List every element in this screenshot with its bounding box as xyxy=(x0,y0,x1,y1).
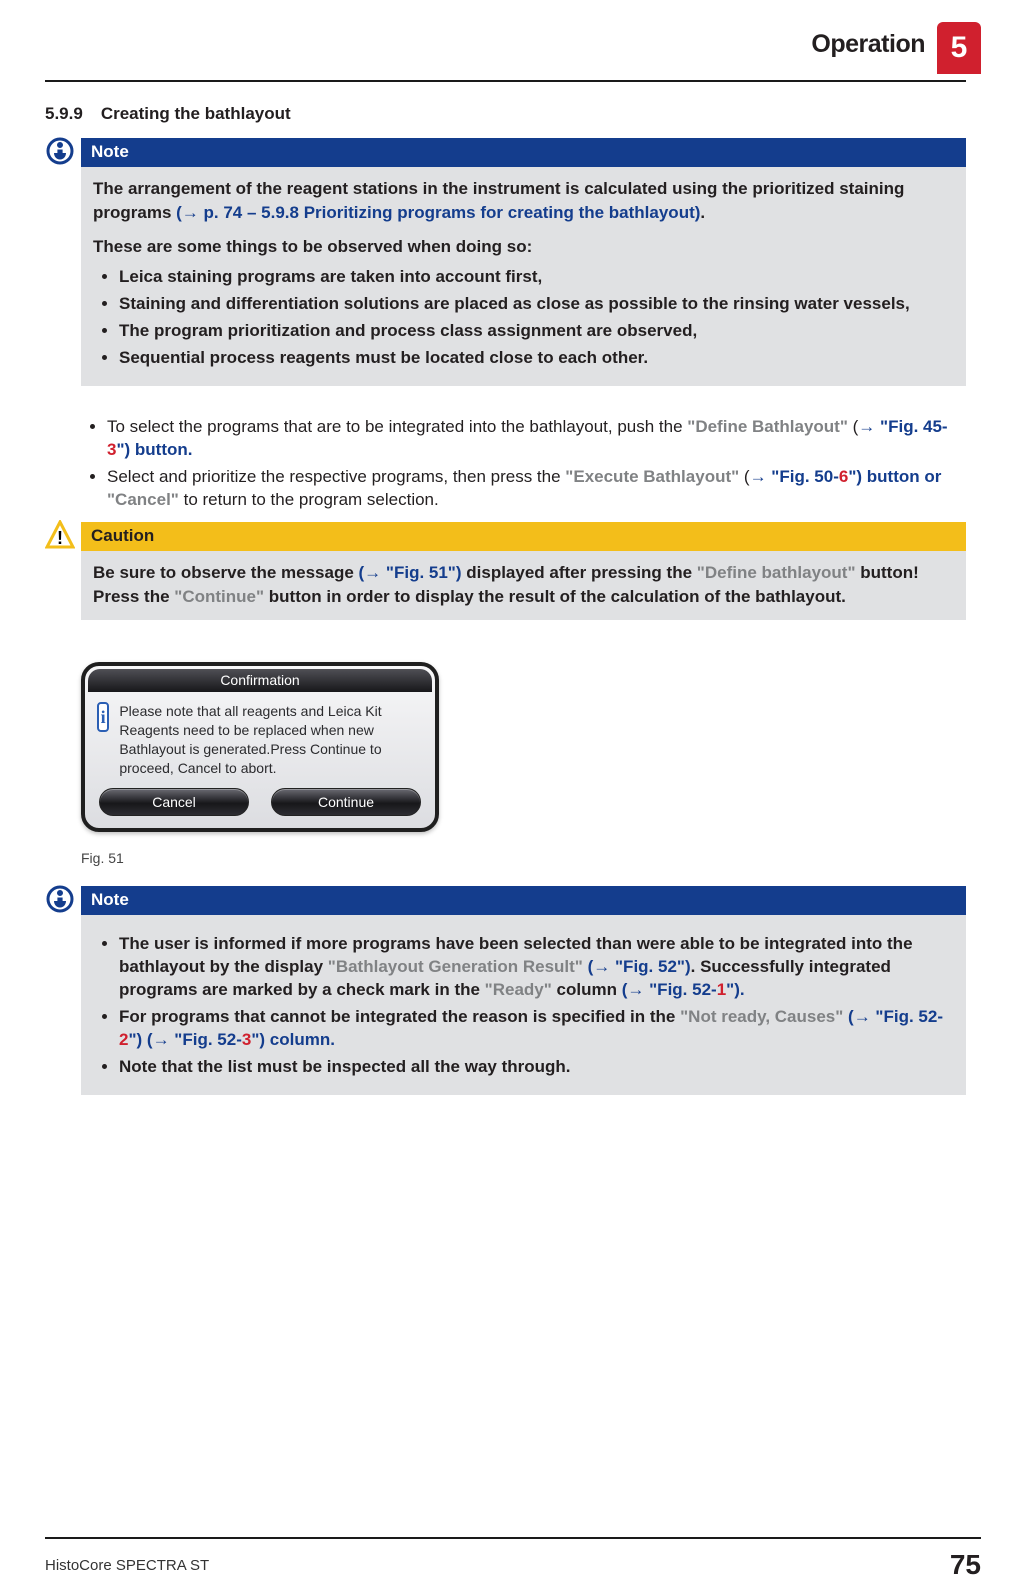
note-icon xyxy=(45,136,75,166)
note-body: The arrangement of the reagent stations … xyxy=(81,167,966,386)
chapter-title: Operation xyxy=(811,22,925,59)
caution-icon: ! xyxy=(45,520,75,550)
figure-51: Confirmation i Please note that all reag… xyxy=(81,662,966,832)
caution-body: Be sure to observe the message (→ "Fig. … xyxy=(81,551,966,621)
ui-ready: "Ready" xyxy=(485,980,552,999)
note-label: Note xyxy=(81,886,966,915)
note1-item: The program prioritization and process c… xyxy=(119,320,954,343)
steps: To select the programs that are to be in… xyxy=(81,408,966,516)
callout-6: 6 xyxy=(839,467,848,486)
ui-cancel: "Cancel" xyxy=(107,490,179,509)
note-body: The user is informed if more programs ha… xyxy=(81,915,966,1095)
note2-item-1: The user is informed if more programs ha… xyxy=(119,933,954,1002)
caution-label: Caution xyxy=(81,522,966,551)
product-name: HistoCore SPECTRA ST xyxy=(45,1557,209,1574)
step-1: To select the programs that are to be in… xyxy=(107,416,966,462)
dialog-title: Confirmation xyxy=(88,669,432,692)
ui-define-bathlayout-2: "Define bathlayout" xyxy=(697,563,856,582)
xref-fig50[interactable]: → "Fig. 50- xyxy=(750,467,839,486)
callout-3b: 3 xyxy=(242,1030,251,1049)
confirmation-dialog: Confirmation i Please note that all reag… xyxy=(81,662,439,832)
info-icon: i xyxy=(97,702,109,732)
page-header: Operation 5 xyxy=(45,22,966,74)
note1-item: Leica staining programs are taken into a… xyxy=(119,266,954,289)
xref-fig52[interactable]: (→ "Fig. 52") xyxy=(588,957,691,976)
dialog-text: Please note that all reagents and Leica … xyxy=(119,702,423,778)
ui-continue: "Continue" xyxy=(174,587,264,606)
note2-item-2: For programs that cannot be integrated t… xyxy=(119,1006,954,1052)
section-heading: 5.9.9 Creating the bathlayout xyxy=(45,104,966,124)
dialog-continue-button[interactable]: Continue xyxy=(271,788,421,816)
ui-define-bathlayout: "Define Bathlayout" xyxy=(687,417,848,436)
xref-prioritizing[interactable]: (→ p. 74 – 5.9.8 Prioritizing programs f… xyxy=(176,203,700,222)
page-footer: HistoCore SPECTRA ST 75 xyxy=(45,1537,981,1595)
xref-fig51[interactable]: (→ "Fig. 51") xyxy=(359,563,462,582)
xref-fig52-2[interactable]: (→ "Fig. 52- xyxy=(848,1007,943,1026)
chapter-number: 5 xyxy=(937,22,981,74)
xref-fig52-3[interactable]: (→ "Fig. 52- xyxy=(147,1030,242,1049)
caution-box: ! Caution Be sure to observe the message… xyxy=(81,522,966,621)
section-number: 5.9.9 xyxy=(45,104,83,124)
xref-fig52-1[interactable]: (→ "Fig. 52- xyxy=(622,980,717,999)
note-label: Note xyxy=(81,138,966,167)
note-icon xyxy=(45,884,75,914)
ui-execute-bathlayout: "Execute Bathlayout" xyxy=(565,467,739,486)
note1-item: Staining and differentiation solutions a… xyxy=(119,293,954,316)
svg-text:!: ! xyxy=(57,528,63,548)
note2-item-3: Note that the list must be inspected all… xyxy=(119,1056,954,1079)
step-2: Select and prioritize the respective pro… xyxy=(107,466,966,512)
page-number: 75 xyxy=(950,1549,981,1581)
callout-1: 1 xyxy=(717,980,726,999)
xref-fig45[interactable]: → "Fig. 45- xyxy=(858,417,947,436)
ui-bathlayout-gen-result: "Bathlayout Generation Result" xyxy=(328,957,583,976)
dialog-cancel-button[interactable]: Cancel xyxy=(99,788,249,816)
note1-intro-post: . xyxy=(700,203,705,222)
ui-not-ready-causes: "Not ready, Causes" xyxy=(680,1007,843,1026)
section-title: Creating the bathlayout xyxy=(101,104,291,124)
note1-list: Leica staining programs are taken into a… xyxy=(93,266,954,370)
note-box-2: Note The user is informed if more progra… xyxy=(81,886,966,1095)
header-rule xyxy=(45,80,966,82)
note1-item: Sequential process reagents must be loca… xyxy=(119,347,954,370)
note-box-1: Note The arrangement of the reagent stat… xyxy=(81,138,966,386)
note1-observe: These are some things to be observed whe… xyxy=(93,235,954,259)
figure-caption: Fig. 51 xyxy=(81,850,966,866)
